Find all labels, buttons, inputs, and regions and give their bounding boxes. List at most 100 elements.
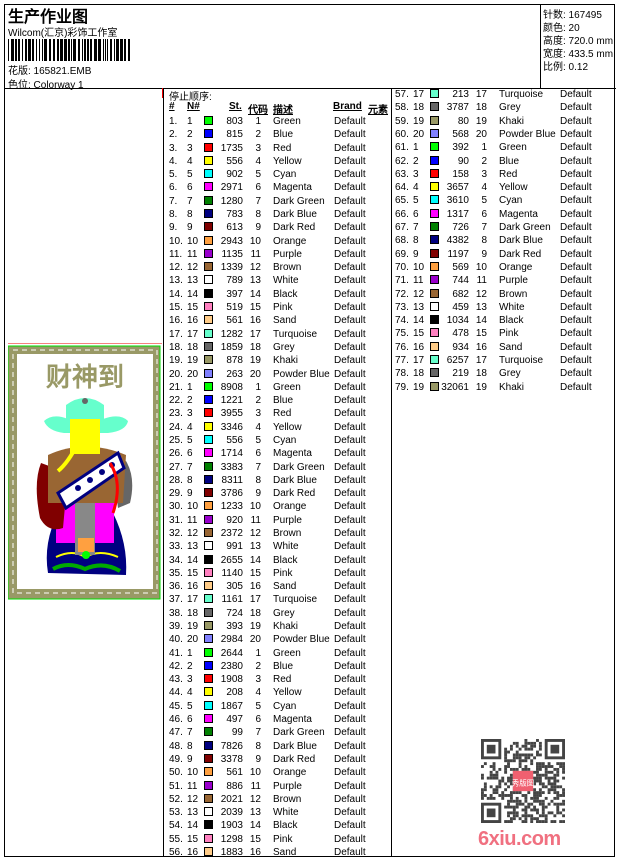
color-swatch <box>204 288 213 298</box>
qr-module <box>538 744 542 748</box>
qr-module <box>515 799 519 803</box>
qr-module <box>527 814 531 818</box>
cell-needle: 6 <box>413 208 419 220</box>
qr-module <box>521 759 525 763</box>
cell-code: 10 <box>249 767 261 779</box>
cell-brand: Default <box>560 115 592 127</box>
color-swatch <box>430 102 439 112</box>
cell-description: Khaki <box>273 355 299 367</box>
qr-module <box>481 776 484 780</box>
qr-module <box>533 744 537 748</box>
qr-module <box>509 796 513 800</box>
qr-module <box>541 802 545 806</box>
cell-brand: Default <box>560 89 592 100</box>
cell-brand: Default <box>560 222 592 233</box>
qr-module <box>544 767 548 771</box>
color-swatch <box>204 647 213 657</box>
cell-needle: 16 <box>187 581 199 593</box>
qr-module <box>509 820 513 823</box>
qr-module <box>547 765 551 768</box>
qr-module <box>527 756 531 760</box>
qr-module <box>538 776 542 780</box>
cell-needle: 11 <box>413 275 424 287</box>
qr-module <box>553 785 557 789</box>
barcode-bar <box>120 39 123 61</box>
cell-description: Orange <box>499 261 533 273</box>
cell-stitches: 2971 <box>220 182 243 194</box>
qr-module <box>527 791 531 795</box>
cell-seq: 54. <box>169 820 183 832</box>
cell-needle: 10 <box>413 261 425 273</box>
cell-code: 9 <box>481 248 487 260</box>
qr-module <box>489 785 493 789</box>
cell-description: Cyan <box>273 434 297 446</box>
cell-needle: 13 <box>187 541 199 553</box>
cell-stitches: 2644 <box>220 647 243 659</box>
cell-stitches: 569 <box>452 261 469 273</box>
qr-module <box>512 814 516 818</box>
cell-stitches: 2039 <box>220 807 243 819</box>
cell-seq: 2. <box>169 129 178 141</box>
qr-module <box>538 782 542 786</box>
color-swatch <box>430 115 439 125</box>
qr-module <box>489 765 493 768</box>
cell-code: 5 <box>255 434 261 446</box>
cell-description: Black <box>273 554 298 566</box>
stop-sequence-label: 停止顺序: <box>169 92 212 103</box>
cell-seq: 15. <box>169 302 183 314</box>
color-swatch <box>430 208 439 218</box>
qr-module <box>518 762 522 766</box>
color-swatch <box>430 381 439 391</box>
cell-code: 6 <box>481 208 487 220</box>
cell-brand: Default <box>334 501 366 513</box>
cell-needle: 18 <box>187 607 199 619</box>
cell-code: 14 <box>249 554 261 566</box>
qr-module <box>530 802 534 806</box>
color-swatch <box>430 301 439 311</box>
cell-seq: 36. <box>169 581 183 593</box>
qr-module <box>541 799 545 803</box>
color-swatch <box>204 395 213 405</box>
qr-module <box>518 802 522 806</box>
cell-brand: Default <box>560 381 592 393</box>
cell-description: Magenta <box>273 448 312 460</box>
cell-brand: Default <box>560 275 592 287</box>
color-swatch <box>204 182 213 192</box>
qr-module <box>521 767 525 771</box>
col-header-element: 元素 <box>368 105 388 116</box>
cell-stitches: 726 <box>452 222 469 233</box>
color-swatch <box>430 275 439 285</box>
qr-module <box>544 820 548 823</box>
cell-stitches: 568 <box>452 128 469 140</box>
cell-needle: 4 <box>187 687 193 699</box>
cell-needle: 19 <box>413 115 425 127</box>
qr-module <box>538 741 542 745</box>
cell-needle: 9 <box>187 222 193 234</box>
qr-module <box>489 794 493 797</box>
cell-needle: 4 <box>187 155 193 167</box>
qr-module <box>536 773 539 777</box>
qr-module <box>544 817 548 821</box>
cell-brand: Default <box>334 714 366 726</box>
qr-stamp <box>512 770 534 792</box>
qr-module <box>553 820 557 823</box>
cell-seq: 74. <box>395 315 409 327</box>
qr-module <box>501 794 505 797</box>
cell-needle: 14 <box>413 315 425 327</box>
qr-module <box>509 779 513 783</box>
cell-brand: Default <box>334 514 366 526</box>
qr-module <box>556 808 560 812</box>
qr-module <box>533 770 537 774</box>
qr-module <box>486 796 490 800</box>
cell-seq: 49. <box>169 753 183 765</box>
page-frame <box>4 4 615 857</box>
cell-seq: 23. <box>169 408 183 420</box>
cell-description: Dark Red <box>499 248 542 260</box>
qr-module <box>553 788 557 792</box>
cell-brand: Default <box>334 793 366 805</box>
color-swatch <box>204 408 213 418</box>
cell-needle: 13 <box>187 807 199 819</box>
cell-needle: 12 <box>413 288 425 300</box>
cell-stitches: 991 <box>226 541 243 553</box>
cell-code: 6 <box>255 182 261 194</box>
